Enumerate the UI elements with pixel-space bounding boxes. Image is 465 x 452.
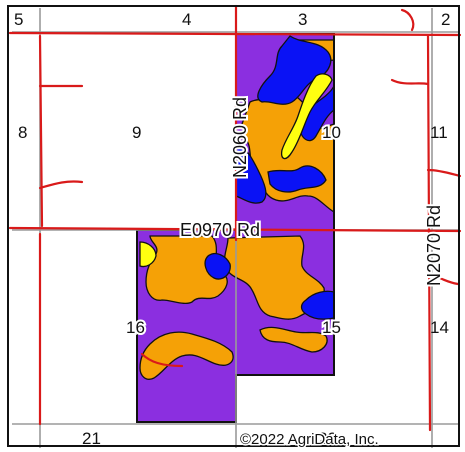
map-frame [7, 5, 460, 447]
soil-unit-blue-south [204, 252, 231, 280]
road-spur-7 [426, 270, 460, 286]
section-8: 8 [18, 123, 27, 142]
soil-unit-orange-southwest [139, 331, 234, 380]
section-15: 15 [322, 318, 341, 337]
copyright-notice: ©2022 AgriData, Inc. [240, 431, 379, 448]
section-11: 11 [430, 123, 448, 142]
section-4: 4 [182, 10, 191, 29]
section-3: 3 [298, 10, 307, 29]
road-names: N2060 Rd E0970 Rd N2070 Rd [178, 95, 446, 288]
soil-unit-blue-mid [299, 85, 335, 142]
soil-unit-orange-edge [259, 326, 328, 353]
road-label-n2060: N2060 Rd [230, 97, 250, 178]
roads [8, 4, 462, 432]
section-16: 16 [126, 318, 145, 337]
section-5: 5 [14, 10, 23, 29]
section-14: 14 [430, 318, 449, 337]
soil-unit-yellow-north [280, 73, 333, 160]
soil-unit-blue-center [267, 165, 327, 193]
soil-unit-blue-east [300, 290, 335, 320]
road-spur-1 [400, 8, 415, 32]
soil-unit-blue-north [257, 35, 332, 105]
section-2: 2 [441, 10, 450, 29]
road-label-n2070: N2070 Rd [424, 205, 444, 286]
road-n2070 [426, 34, 432, 432]
road-spur-5 [140, 352, 184, 368]
section-9: 9 [132, 123, 141, 142]
soil-unit-blue-west [235, 145, 267, 204]
road-spur-6 [426, 168, 462, 178]
section-21: 21 [82, 429, 101, 448]
road-spur-2 [390, 78, 430, 86]
road-label-e0970: E0970 Rd [180, 220, 260, 240]
road-west-upper [38, 34, 44, 228]
section-22: 22 [318, 429, 337, 448]
road-spur-4 [38, 180, 84, 190]
section-numbers: 5 4 3 2 8 9 10 11 16 15 14 21 22 [14, 10, 450, 448]
soil-units [136, 33, 335, 423]
soil-unit-yellow-south [139, 241, 157, 268]
section-10: 10 [322, 123, 341, 142]
